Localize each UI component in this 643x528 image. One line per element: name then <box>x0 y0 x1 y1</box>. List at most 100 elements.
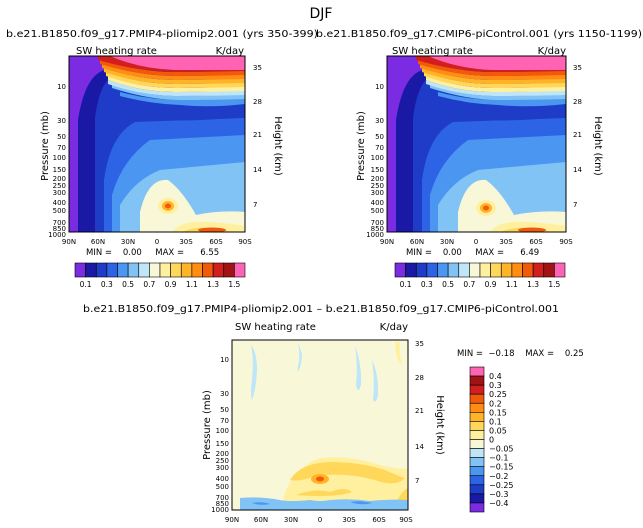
panel-3-xtick-2: 30N <box>284 516 298 524</box>
panel-3-colorbar-box-2 <box>469 384 485 395</box>
panel-2-y2tick-2: 21 <box>573 131 582 139</box>
panel-2-colorbar-box-6 <box>458 262 470 278</box>
panel-1-y2tick-1: 28 <box>253 98 262 106</box>
panel-3-ytick-11: 700 <box>216 494 229 502</box>
panel-3-ylabel: Pressure (mb) <box>202 390 213 460</box>
panel-1-colorbar-box-8 <box>159 262 171 278</box>
panel-2-title: b.e21.B1850.f09_g17.CMIP6-piControl.001 … <box>316 29 642 40</box>
panel-1-y2tick-3: 14 <box>253 166 262 174</box>
panel-3-minmax: MIN = −0.18 MAX = 0.25 <box>457 349 584 359</box>
panel-3-y2label: Height (km) <box>434 395 445 455</box>
panel-1-ytick-11: 700 <box>53 219 66 227</box>
panel-1-xtick-4: 30S <box>179 238 193 246</box>
panel-1-ytick-7: 250 <box>53 182 66 190</box>
panel-3-colorbar-label-12: −0.25 <box>489 481 514 490</box>
panel-2-colorbar-label-5: 1.1 <box>506 280 518 289</box>
panel-2-ytick-7: 250 <box>371 182 384 190</box>
panel-1-variable: SW heating rate <box>76 46 157 57</box>
panel-3-units: K/day <box>380 322 408 333</box>
panel-2-units: K/day <box>538 46 566 57</box>
panel-2-ytick-5: 150 <box>371 166 384 174</box>
panel-1-xtick-1: 60N <box>91 238 105 246</box>
panel-2-colorbar-box-1 <box>405 262 417 278</box>
panel-3-colorbar-label-3: 0.2 <box>489 399 502 408</box>
panel-2-colorbar-box-4 <box>437 262 449 278</box>
panel-3-colorbar-label-10: −0.15 <box>489 463 514 472</box>
panel-2-colorbar-label-3: 0.7 <box>463 280 475 289</box>
panel-1-ytick-8: 300 <box>53 189 66 197</box>
panel-2-y2-axis: 35 28 21 14 7 <box>573 64 582 209</box>
panel-1-ytick-1: 30 <box>57 117 66 125</box>
panel-1-colorbar-label-3: 0.7 <box>143 280 155 289</box>
panel-3-colorbar: 0.40.30.250.20.150.10.050−0.05−0.1−0.15−… <box>469 366 514 513</box>
panel-3-colorbar-box-13 <box>469 484 485 495</box>
panel-2-ytick-3: 70 <box>375 144 384 152</box>
panel-3-colorbar-box-11 <box>469 466 485 477</box>
panel-2-colorbar-box-0 <box>394 262 406 278</box>
panel-3-y2tick-0: 35 <box>415 340 424 348</box>
panel-1-colorbar-label-2: 0.5 <box>122 280 134 289</box>
panel-3-colorbar-box-12 <box>469 475 485 486</box>
panel-1-colorbar-box-5 <box>127 262 140 278</box>
panel-1-colorbar-label-4: 0.9 <box>165 280 177 289</box>
panel-2-xtick-6: 90S <box>559 238 573 246</box>
panel-2-colorbar-box-3 <box>426 262 438 278</box>
panel-2-colorbar-label-7: 1.5 <box>548 280 560 289</box>
panel-3-title: b.e21.B1850.f09_g17.PMIP4-pliomip2.001 –… <box>83 304 559 315</box>
suptitle: DJF <box>310 6 333 22</box>
panel-3-x-axis: 90N 60N 30N 0 30S 60S 90S <box>225 516 413 524</box>
panel-3-xtick-0: 90N <box>225 516 239 524</box>
panel-3-variable: SW heating rate <box>235 322 316 333</box>
panel-1-ytick-2: 50 <box>57 133 66 141</box>
panel-3-y-axis: 10 30 50 70 100 150 200 250 300 400 500 … <box>211 356 229 514</box>
panel-2-x-axis: 90N 60N 30N 0 30S 60S 90S <box>380 238 573 246</box>
panel-3-ytick-1: 30 <box>220 390 229 398</box>
panel-3-y2tick-3: 14 <box>415 443 424 451</box>
panel-3-colorbar-box-9 <box>469 448 485 458</box>
panel-2-colorbar-box-13 <box>532 262 545 278</box>
panel-2-xtick-1: 60N <box>410 238 424 246</box>
panel-3-colorbar-box-6 <box>469 421 485 431</box>
panel-1-ytick-13: 1000 <box>48 231 66 239</box>
panel-3-ytick-12: 850 <box>216 500 229 508</box>
panel-1-ytick-10: 500 <box>53 207 66 215</box>
panel-3-ytick-8: 300 <box>216 464 229 472</box>
panel-2-xtick-5: 60S <box>529 238 543 246</box>
panel-1-colorbar-box-11 <box>191 262 203 278</box>
panel-1-y2tick-2: 21 <box>253 131 262 139</box>
panel-2-colorbar-label-6: 1.3 <box>527 280 539 289</box>
panel-3-colorbar-label-5: 0.1 <box>489 417 502 426</box>
panel-3-ytick-3: 70 <box>220 417 229 425</box>
panel-2-colorbar-box-12 <box>522 262 534 278</box>
panel-3-xtick-6: 90S <box>399 516 413 524</box>
panel-2-colorbar-box-9 <box>490 262 502 278</box>
panel-1-y2tick-0: 35 <box>253 64 262 72</box>
panel-2-y-axis: 10 30 50 70 100 150 200 250 300 400 500 … <box>366 83 384 239</box>
panel-3: b.e21.B1850.f09_g17.PMIP4-pliomip2.001 –… <box>83 304 584 524</box>
panel-1-colorbar-box-0 <box>74 262 86 278</box>
panel-2-colorbar-box-11 <box>511 262 523 278</box>
panel-1-units: K/day <box>216 46 244 57</box>
panel-1-colorbar-label-0: 0.1 <box>80 280 92 289</box>
panel-3-colorbar-box-15 <box>469 502 485 513</box>
panel-1-colorbar-box-4 <box>117 262 129 278</box>
panel-3-y2tick-1: 28 <box>415 374 424 382</box>
panel-1-colorbar: 0.1 0.3 0.5 0.7 0.9 1.1 1.3 1.5 <box>74 262 246 289</box>
panel-1-colorbar-box-15 <box>234 262 246 278</box>
panel-2-y2tick-4: 7 <box>573 201 577 209</box>
panel-2-colorbar-label-1: 0.3 <box>421 280 433 289</box>
panel-2-ytick-0: 10 <box>375 83 384 91</box>
panel-1-xtick-6: 90S <box>238 238 252 246</box>
panel-1-colorbar-box-14 <box>223 262 235 278</box>
panel-2-ytick-12: 850 <box>371 225 384 233</box>
panel-1-colorbar-label-1: 0.3 <box>101 280 113 289</box>
panel-3-colorbar-box-7 <box>469 430 485 440</box>
panel-1-colorbar-box-2 <box>95 262 108 278</box>
panel-3-colorbar-label-14: −0.4 <box>489 499 508 508</box>
panel-2-colorbar-box-10 <box>500 262 513 278</box>
panel-2-colorbar-label-2: 0.5 <box>442 280 454 289</box>
panel-3-colorbar-box-5 <box>469 412 485 422</box>
panel-1-colorbar-box-9 <box>170 262 182 278</box>
panel-2-xtick-4: 30S <box>499 238 513 246</box>
panel-1-xtick-5: 60S <box>209 238 223 246</box>
